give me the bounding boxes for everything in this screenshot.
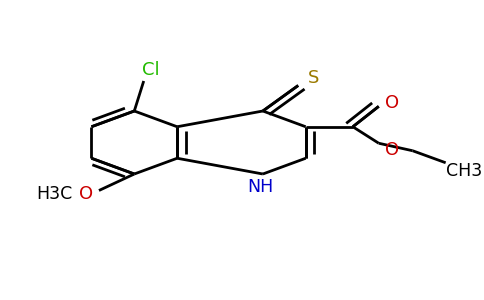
Text: Cl: Cl [142,61,160,79]
Text: H3C: H3C [36,185,72,203]
Text: O: O [79,185,93,203]
Text: O: O [385,141,399,159]
Text: NH: NH [247,178,273,196]
Text: CH3: CH3 [446,162,483,180]
Text: O: O [385,94,399,112]
Text: S: S [308,69,319,87]
